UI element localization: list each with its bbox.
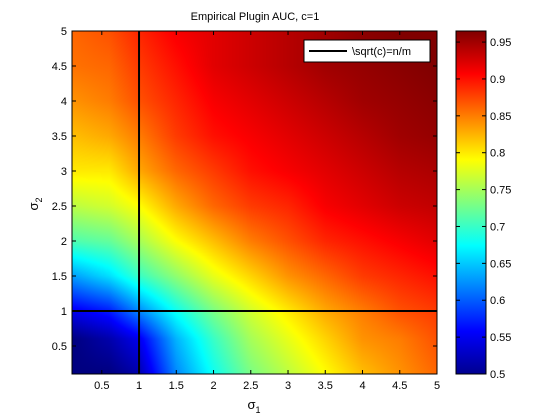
colorbar-tick-label: 0.6 bbox=[490, 295, 505, 307]
x-axis-label: σ1 bbox=[247, 397, 260, 415]
colorbar-tick-label: 0.7 bbox=[490, 221, 505, 233]
svg-text:σ1: σ1 bbox=[247, 397, 260, 415]
chart-title: Empirical Plugin AUC, c=1 bbox=[191, 11, 320, 23]
x-tick-label: 5 bbox=[434, 380, 440, 392]
plot-area: 0.5 1 1.5 2 2.5 3 3.5 4 4.5 5 0.5 1 1.5 2 2.5 3 3.5 4 4.5… bbox=[52, 26, 440, 392]
y-tick-label: 1 bbox=[61, 306, 67, 318]
x-tick-label: 4 bbox=[359, 380, 365, 392]
y-tick-label: 0.5 bbox=[52, 341, 67, 353]
colorbar-tick-label: 0.85 bbox=[490, 111, 511, 123]
y-axis-label: σ2 bbox=[26, 197, 44, 210]
x-axis-ticks: 0.5 1 1.5 2 2.5 3 3.5 4 4.5 5 bbox=[94, 31, 440, 392]
x-tick-label: 1 bbox=[136, 380, 142, 392]
y-tick-label: 5 bbox=[61, 26, 67, 38]
x-tick-label: 2 bbox=[210, 380, 216, 392]
heatmap-surface bbox=[72, 31, 437, 374]
colorbar-ticks: 0.5 0.55 0.6 0.65 0.7 0.75 0.8 0.85 0.9 0.95 bbox=[456, 37, 511, 381]
colorbar-tick-label: 0.95 bbox=[490, 37, 511, 49]
y-axis-label-subscript: 2 bbox=[34, 197, 44, 202]
colorbar-tick-label: 0.8 bbox=[490, 148, 505, 160]
legend-box bbox=[303, 39, 431, 63]
y-tick-label: 3 bbox=[61, 166, 67, 178]
legend-label: \sqrt(c)=n/m bbox=[352, 46, 411, 58]
colorbar-tick-label: 0.55 bbox=[490, 332, 511, 344]
x-axis-label-symbol: σ bbox=[247, 397, 255, 412]
colorbar-tick-label: 0.75 bbox=[490, 185, 511, 197]
svg-text:σ2: σ2 bbox=[26, 197, 44, 210]
y-tick-label: 1.5 bbox=[52, 271, 67, 283]
heatmap-image bbox=[72, 31, 437, 374]
plot-frame bbox=[71, 30, 438, 375]
y-tick-label: 4 bbox=[61, 96, 67, 108]
x-tick-label: 2.5 bbox=[243, 380, 258, 392]
y-axis-ticks: 0.5 1 1.5 2 2.5 3 3.5 4 4.5 5 bbox=[52, 26, 437, 353]
colorbar: 0.5 0.55 0.6 0.65 0.7 0.75 0.8 0.85 0.9 0.95 bbox=[455, 30, 511, 381]
y-tick-label: 3.5 bbox=[52, 131, 67, 143]
y-axis-label-symbol: σ bbox=[26, 202, 41, 210]
y-tick-label: 4.5 bbox=[52, 61, 67, 73]
x-tick-label: 3.5 bbox=[318, 380, 333, 392]
colorbar-tick-label: 0.5 bbox=[490, 369, 505, 381]
y-tick-label: 2.5 bbox=[52, 201, 67, 213]
x-tick-label: 0.5 bbox=[94, 380, 109, 392]
x-axis-label-subscript: 1 bbox=[256, 405, 261, 415]
x-tick-label: 4.5 bbox=[392, 380, 407, 392]
colorbar-tick-label: 0.65 bbox=[490, 258, 511, 270]
x-tick-label: 1.5 bbox=[169, 380, 184, 392]
legend[interactable]: \sqrt(c)=n/m bbox=[303, 39, 431, 63]
colorbar-tick-label: 0.9 bbox=[490, 74, 505, 86]
colorbar-gradient bbox=[455, 30, 487, 375]
y-tick-label: 2 bbox=[61, 236, 67, 248]
x-tick-label: 3 bbox=[285, 380, 291, 392]
